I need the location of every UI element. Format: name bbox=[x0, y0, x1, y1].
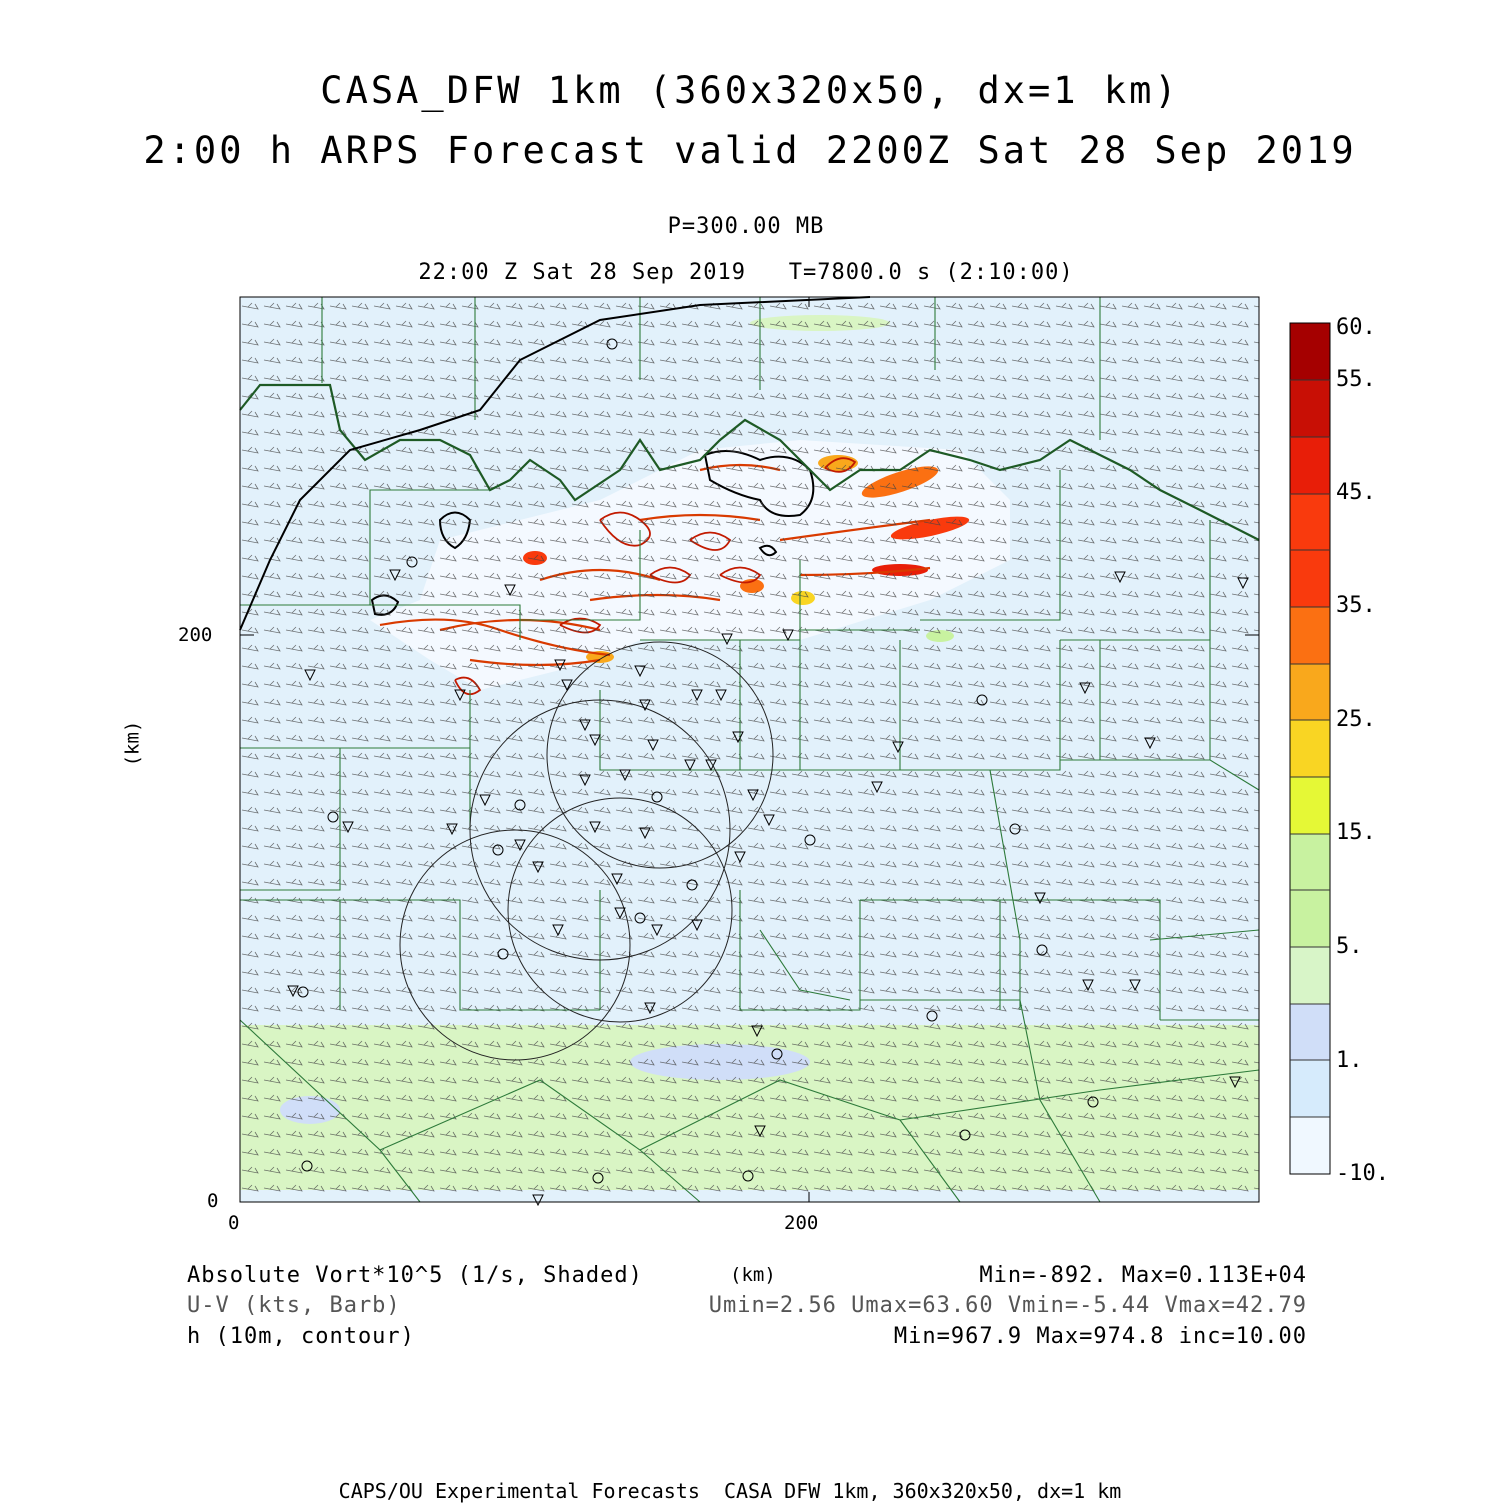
x-tick-0: 0 bbox=[228, 1212, 240, 1234]
state-boundary bbox=[239, 383, 1260, 541]
x-axis-label: (km) bbox=[730, 1264, 776, 1286]
height-stats: Min=967.9 Max=974.8 inc=10.00 bbox=[893, 1324, 1307, 1349]
vorticity-stats: Min=-892. Max=0.113E+04 bbox=[979, 1263, 1307, 1288]
colorbar-bin bbox=[1290, 720, 1330, 777]
wind-stats: Umin=2.56 Umax=63.60 Vmin=-5.44 Vmax=42.… bbox=[708, 1293, 1307, 1318]
valid-time: 22:00 Z Sat 28 Sep 2019 T=7800.0 s (2:10… bbox=[418, 260, 1074, 285]
colorbar-bin bbox=[1290, 607, 1330, 664]
station-markers bbox=[287, 338, 1249, 1207]
colorbar-bin bbox=[1290, 834, 1330, 890]
colorbar-bin bbox=[1290, 777, 1330, 834]
colorbar-bin bbox=[1290, 323, 1330, 380]
colorbar-bin bbox=[1290, 1060, 1330, 1117]
county-boundaries bbox=[239, 297, 1260, 1203]
colorbar-bin bbox=[1290, 947, 1330, 1004]
map-frame bbox=[239, 296, 1260, 1203]
footer-credit: CAPS/OU Experimental Forecasts CASA DFW … bbox=[338, 1479, 1122, 1503]
map-title-line2: 2:00 h ARPS Forecast valid 2200Z Sat 28 … bbox=[143, 129, 1357, 172]
colorbar-label: 1. bbox=[1336, 1048, 1363, 1073]
colorbar-bin bbox=[1290, 1117, 1330, 1174]
pressure-level: P=300.00 MB bbox=[667, 214, 825, 239]
colorbar-label: 35. bbox=[1336, 593, 1376, 618]
wind-barbs bbox=[240, 297, 1259, 1202]
colorbar-bin bbox=[1290, 890, 1330, 947]
field-legend-wind: U-V (kts, Barb) bbox=[187, 1293, 401, 1318]
colorbar-label: 55. bbox=[1336, 367, 1376, 392]
radar-range-rings bbox=[399, 641, 774, 1061]
colorbar-bin bbox=[1290, 550, 1330, 607]
colorbar-bin bbox=[1290, 437, 1330, 494]
colorbar-label: 25. bbox=[1336, 707, 1376, 732]
colorbar-bin bbox=[1290, 494, 1330, 550]
x-tick-200: 200 bbox=[784, 1212, 819, 1234]
y-tick-0: 0 bbox=[207, 1190, 219, 1212]
y-axis-label: (km) bbox=[121, 720, 144, 767]
field-legend-vorticity: Absolute Vort*10^5 (1/s, Shaded) bbox=[187, 1263, 643, 1288]
colorbar-bin bbox=[1290, 380, 1330, 437]
y-tick-200: 200 bbox=[178, 624, 213, 646]
axis-ticks bbox=[239, 297, 1259, 1202]
field-legend-height: h (10m, contour) bbox=[187, 1324, 415, 1349]
colorbar-bin bbox=[1290, 664, 1330, 720]
colorbar bbox=[1289, 322, 1331, 1175]
colorbar-label: 60. bbox=[1336, 315, 1376, 340]
colorbar-label: 5. bbox=[1336, 934, 1363, 959]
colorbar-label: -10. bbox=[1336, 1161, 1389, 1186]
colorbar-label: 15. bbox=[1336, 820, 1376, 845]
colorbar-label: 45. bbox=[1336, 480, 1376, 505]
height-contour bbox=[239, 296, 871, 631]
colorbar-bin bbox=[1290, 1004, 1330, 1060]
map-title-line1: CASA_DFW 1km (360x320x50, dx=1 km) bbox=[320, 69, 1180, 112]
